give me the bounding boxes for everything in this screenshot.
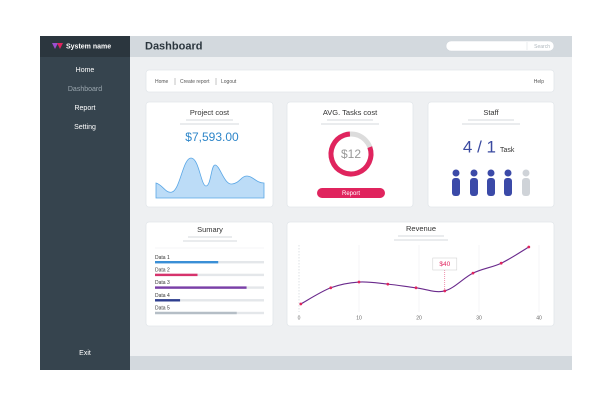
breadcrumb-link[interactable]: Home xyxy=(155,79,169,85)
sidebar xyxy=(40,36,130,370)
menu-item[interactable]: Dashboard xyxy=(68,86,102,93)
menu-item[interactable]: Home xyxy=(76,67,95,74)
person-icon xyxy=(504,178,512,196)
tasks-cost-card xyxy=(286,101,414,208)
exit[interactable]: Exit xyxy=(79,350,91,357)
data-point xyxy=(329,286,333,290)
cost-value: $7,593.00 xyxy=(185,130,239,144)
data-point xyxy=(527,245,531,249)
data-point xyxy=(414,286,418,290)
bar-label: Data 4 xyxy=(155,293,170,299)
data-point xyxy=(299,302,303,306)
report-button-label[interactable]: Report xyxy=(342,191,360,197)
donut-arc xyxy=(328,131,374,177)
person-icon xyxy=(470,169,478,177)
data-point xyxy=(471,271,475,275)
revenue-chart: 0 10 20 30 40 $40 xyxy=(298,245,542,321)
person-icon xyxy=(522,169,530,177)
breadcrumb-link[interactable]: Create report xyxy=(180,79,210,85)
summary-bars: Data 1 Data 2 Data 3 Data 4 Data 5 xyxy=(155,255,264,315)
page-title: Dashboard xyxy=(145,40,202,52)
menu-item[interactable]: Report xyxy=(74,105,95,112)
person-icon xyxy=(487,178,495,196)
data-point xyxy=(499,261,503,265)
bar-label: Data 5 xyxy=(155,306,170,312)
bar xyxy=(155,261,219,264)
bar xyxy=(155,286,247,289)
card-title: Sumary xyxy=(197,225,223,234)
x-tick-label: 30 xyxy=(476,315,482,321)
area-chart xyxy=(155,157,265,199)
person-icon xyxy=(487,169,495,177)
report-button[interactable] xyxy=(317,188,385,198)
revenue-card xyxy=(286,221,555,327)
help-link[interactable]: Help xyxy=(534,79,545,85)
staff-count: 4 / 1 xyxy=(463,137,496,156)
x-tick-label: 10 xyxy=(356,315,362,321)
annotation: $40 xyxy=(439,261,450,268)
search-placeholder[interactable]: Search xyxy=(534,44,550,50)
x-tick-label: 20 xyxy=(416,315,422,321)
card-title: Revenue xyxy=(406,224,436,233)
person-icon xyxy=(470,178,478,196)
data-point xyxy=(443,289,447,293)
brand: System name xyxy=(66,43,111,50)
bar xyxy=(155,311,237,315)
bar xyxy=(155,273,198,277)
person-icon xyxy=(504,169,512,177)
card-title: AVG. Tasks cost xyxy=(323,108,378,117)
card-title: Staff xyxy=(483,108,499,117)
breadcrumb-card xyxy=(145,69,555,93)
x-tick-label: 0 xyxy=(298,315,301,321)
data-point xyxy=(386,282,390,286)
staff-icons xyxy=(452,169,530,196)
brand-bar xyxy=(40,36,130,57)
logo xyxy=(52,43,58,49)
card-title: Project cost xyxy=(190,108,230,117)
bar-track xyxy=(155,299,264,302)
bar-label: Data 3 xyxy=(155,280,170,286)
tasks-value: $12 xyxy=(341,147,361,161)
person-icon xyxy=(522,178,530,196)
bar-label: Data 1 xyxy=(155,255,170,261)
data-point xyxy=(357,280,361,284)
staff-unit: Task xyxy=(500,147,515,154)
menu-item[interactable]: Setting xyxy=(74,124,96,131)
person-icon xyxy=(452,169,460,177)
bar-track xyxy=(155,273,264,277)
annotation-box xyxy=(432,257,458,271)
bar xyxy=(155,299,181,302)
logo xyxy=(57,43,63,49)
bottom-bar xyxy=(130,356,572,370)
x-tick-label: 40 xyxy=(536,315,542,321)
breadcrumb-link[interactable]: Logout xyxy=(221,79,237,85)
person-icon xyxy=(452,178,460,196)
bar-label: Data 2 xyxy=(155,268,170,274)
